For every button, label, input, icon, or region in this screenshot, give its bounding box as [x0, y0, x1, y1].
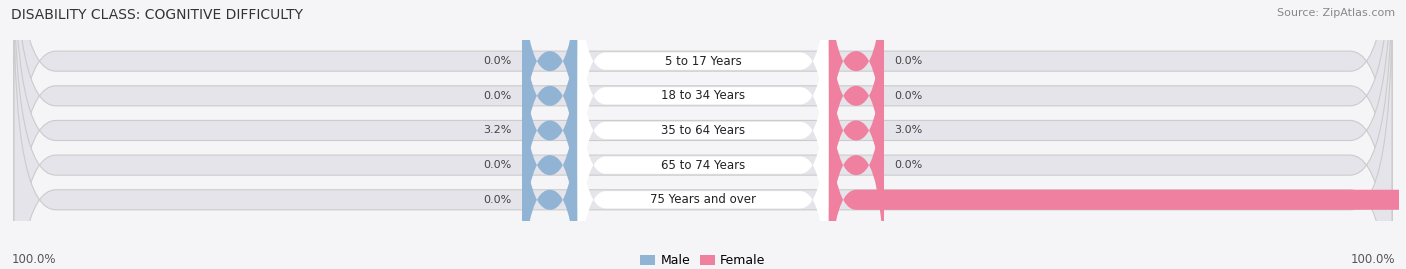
FancyBboxPatch shape — [828, 0, 884, 190]
FancyBboxPatch shape — [522, 37, 578, 269]
Text: Source: ZipAtlas.com: Source: ZipAtlas.com — [1277, 8, 1395, 18]
Text: 0.0%: 0.0% — [894, 160, 922, 170]
Text: 100.0%: 100.0% — [1350, 253, 1395, 266]
Text: 0.0%: 0.0% — [484, 160, 512, 170]
FancyBboxPatch shape — [578, 0, 828, 191]
Text: 75 Years and over: 75 Years and over — [650, 193, 756, 206]
FancyBboxPatch shape — [14, 2, 1392, 269]
Text: 0.0%: 0.0% — [894, 56, 922, 66]
Text: 18 to 34 Years: 18 to 34 Years — [661, 89, 745, 102]
Text: 0.0%: 0.0% — [484, 56, 512, 66]
FancyBboxPatch shape — [522, 0, 578, 190]
Text: 65 to 74 Years: 65 to 74 Years — [661, 159, 745, 172]
FancyBboxPatch shape — [578, 0, 828, 226]
Text: DISABILITY CLASS: COGNITIVE DIFFICULTY: DISABILITY CLASS: COGNITIVE DIFFICULTY — [11, 8, 304, 22]
Text: 5 to 17 Years: 5 to 17 Years — [665, 55, 741, 68]
FancyBboxPatch shape — [828, 71, 1406, 269]
FancyBboxPatch shape — [14, 0, 1392, 269]
FancyBboxPatch shape — [522, 71, 578, 269]
Text: 35 to 64 Years: 35 to 64 Years — [661, 124, 745, 137]
FancyBboxPatch shape — [522, 0, 578, 224]
Text: 3.0%: 3.0% — [894, 125, 922, 136]
Text: 0.0%: 0.0% — [484, 195, 512, 205]
FancyBboxPatch shape — [14, 0, 1392, 259]
FancyBboxPatch shape — [14, 0, 1392, 269]
Text: 0.0%: 0.0% — [894, 91, 922, 101]
FancyBboxPatch shape — [828, 0, 884, 224]
FancyBboxPatch shape — [522, 2, 578, 259]
FancyBboxPatch shape — [828, 37, 884, 269]
Text: 3.2%: 3.2% — [484, 125, 512, 136]
FancyBboxPatch shape — [578, 70, 828, 269]
Text: 0.0%: 0.0% — [484, 91, 512, 101]
Legend: Male, Female: Male, Female — [636, 249, 770, 269]
FancyBboxPatch shape — [578, 35, 828, 269]
Text: 100.0%: 100.0% — [11, 253, 56, 266]
FancyBboxPatch shape — [14, 0, 1392, 269]
FancyBboxPatch shape — [578, 1, 828, 260]
FancyBboxPatch shape — [828, 2, 884, 259]
